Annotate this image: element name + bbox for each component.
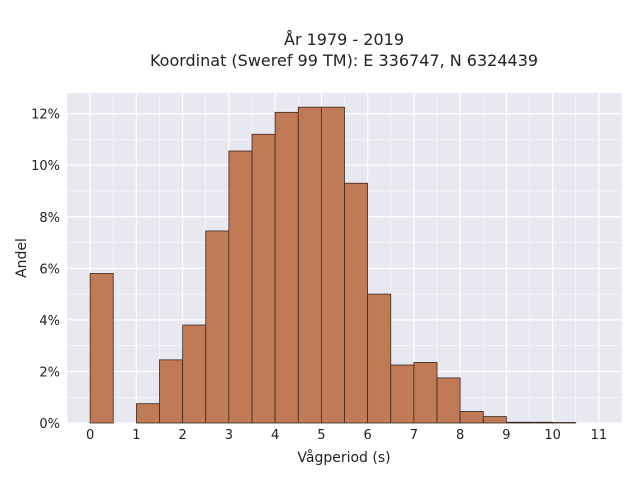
chart-title-line-2: Koordinat (Sweref 99 TM): E 336747, N 63… bbox=[150, 51, 538, 70]
y-tick-label: 4% bbox=[39, 314, 60, 329]
histogram-bar bbox=[367, 293, 392, 424]
x-tick-label: 6 bbox=[363, 428, 371, 443]
histogram-bar bbox=[182, 324, 207, 424]
y-tick-label: 2% bbox=[39, 365, 60, 380]
histogram-bar bbox=[552, 422, 577, 424]
histogram-bar bbox=[436, 377, 461, 424]
histogram-bar bbox=[205, 230, 230, 424]
y-tick-label: 10% bbox=[31, 159, 60, 174]
bars bbox=[89, 106, 577, 424]
histogram-bar bbox=[89, 273, 114, 424]
y-tick-label: 0% bbox=[39, 417, 60, 432]
histogram-bar bbox=[459, 410, 484, 424]
x-tick-label: 3 bbox=[225, 428, 233, 443]
y-ticks: 0% 2% 4% 6% 8% 10% 12% bbox=[31, 108, 60, 432]
histogram-bar bbox=[482, 416, 507, 424]
y-tick-label: 12% bbox=[31, 108, 60, 123]
x-tick-label: 2 bbox=[178, 428, 186, 443]
x-axis-label: Vågperiod (s) bbox=[297, 449, 390, 466]
histogram-bar bbox=[228, 150, 253, 424]
x-tick-label: 5 bbox=[317, 428, 325, 443]
histogram-bar bbox=[320, 106, 345, 424]
x-tick-label: 1 bbox=[132, 428, 140, 443]
histogram-bar bbox=[274, 111, 299, 424]
histogram-bar bbox=[159, 359, 184, 424]
histogram-bar bbox=[413, 362, 438, 424]
x-tick-label: 7 bbox=[410, 428, 418, 443]
x-ticks: 0 1 2 3 4 5 6 7 8 9 10 11 bbox=[86, 428, 607, 443]
histogram-bar bbox=[297, 106, 322, 424]
histogram-bar bbox=[505, 421, 530, 424]
y-tick-label: 8% bbox=[39, 211, 60, 226]
chart-title-line-1: År 1979 - 2019 bbox=[284, 30, 404, 49]
x-tick-label: 4 bbox=[271, 428, 279, 443]
x-tick-label: 10 bbox=[544, 428, 561, 443]
x-tick-label: 0 bbox=[86, 428, 94, 443]
histogram-bar bbox=[251, 133, 276, 424]
histogram-bar bbox=[344, 182, 369, 424]
histogram-bar bbox=[529, 421, 554, 424]
y-tick-label: 6% bbox=[39, 262, 60, 277]
x-tick-label: 8 bbox=[456, 428, 464, 443]
histogram-bar bbox=[390, 364, 415, 424]
histogram-bar bbox=[135, 403, 160, 424]
y-axis-label: Andel bbox=[14, 238, 30, 278]
x-tick-label: 11 bbox=[591, 428, 608, 443]
x-tick-label: 9 bbox=[502, 428, 510, 443]
